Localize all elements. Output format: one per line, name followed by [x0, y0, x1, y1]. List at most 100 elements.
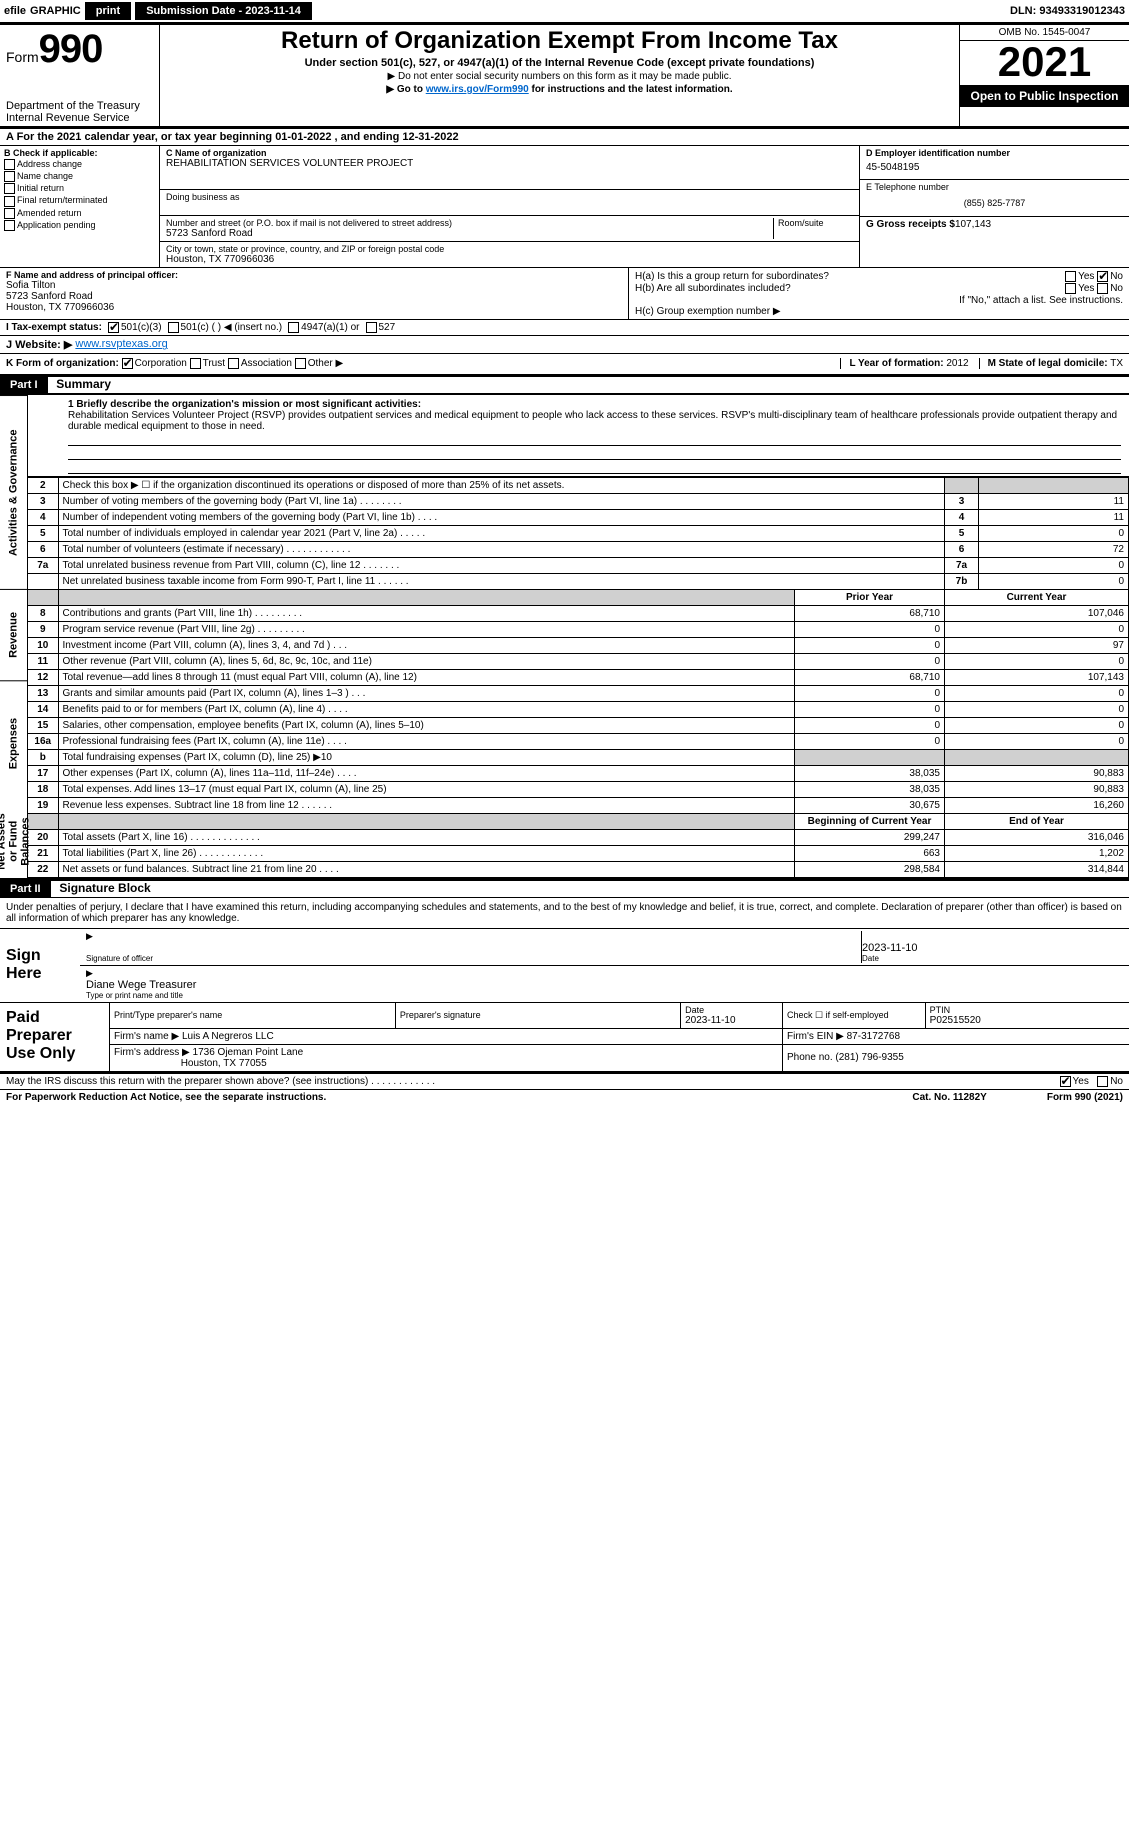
room-suite-label: Room/suite [773, 218, 853, 239]
ssn-note: ▶ Do not enter social security numbers o… [166, 71, 953, 82]
prep-date: 2023-11-10 [685, 1015, 778, 1026]
table-row: 19Revenue less expenses. Subtract line 1… [28, 797, 1129, 813]
table-row: 17Other expenses (Part IX, column (A), l… [28, 765, 1129, 781]
hb-label: H(b) Are all subordinates included? [635, 283, 791, 294]
table-row: 12Total revenue—add lines 8 through 11 (… [28, 669, 1129, 685]
col-b-header: B Check if applicable: [4, 148, 155, 158]
chk-527[interactable]: 527 [366, 322, 396, 333]
row-i: I Tax-exempt status: 501(c)(3) 501(c) ( … [0, 320, 1129, 336]
form-number: Form990 [6, 27, 153, 72]
table-row: Net unrelated business taxable income fr… [28, 573, 1129, 589]
table-row: 16aProfessional fundraising fees (Part I… [28, 733, 1129, 749]
website-link[interactable]: www.rsvptexas.org [75, 338, 167, 351]
irs-link[interactable]: www.irs.gov/Form990 [426, 84, 529, 95]
dba-label: Doing business as [166, 192, 853, 202]
chk-corp[interactable]: Corporation [122, 358, 187, 369]
firm-addr-label: Firm's address ▶ [114, 1047, 190, 1058]
tel-value: (855) 825-7787 [866, 192, 1123, 214]
header-left: Form990 Department of the Treasury Inter… [0, 25, 160, 126]
row-j: J Website: ▶ www.rsvptexas.org [0, 336, 1129, 354]
table-row: 5Total number of individuals employed in… [28, 525, 1129, 541]
summary-section: Activities & Governance Revenue Expenses… [0, 394, 1129, 881]
table-row: 20Total assets (Part X, line 16) . . . .… [28, 829, 1129, 845]
hdr-begin-year: Beginning of Current Year [795, 813, 945, 829]
submission-date-button[interactable]: Submission Date - 2023-11-14 [135, 2, 312, 20]
sig-date-label: Date [862, 954, 879, 963]
sig-officer-label: Signature of officer [86, 954, 153, 963]
prep-date-label: Date [685, 1005, 778, 1015]
table-row: 22Net assets or fund balances. Subtract … [28, 861, 1129, 877]
efile-graphic: GRAPHIC [30, 5, 81, 17]
ein-label: D Employer identification number [866, 148, 1123, 158]
officer-addr1: 5723 Sanford Road [6, 291, 622, 302]
table-row: 6Total number of volunteers (estimate if… [28, 541, 1129, 557]
line-a: A For the 2021 calendar year, or tax yea… [0, 129, 1129, 146]
chk-other[interactable]: Other ▶ [295, 358, 343, 369]
paid-preparer-label: PaidPreparerUse Only [0, 1003, 110, 1071]
sign-here-block: SignHere Signature of officer 2023-11-10… [0, 929, 1129, 1003]
chk-amended[interactable]: Amended return [4, 208, 155, 219]
chk-4947[interactable]: 4947(a)(1) or [288, 322, 359, 333]
chk-final-return[interactable]: Final return/terminated [4, 195, 155, 206]
ein-value: 45-5048195 [866, 158, 1123, 177]
chk-app-pending[interactable]: Application pending [4, 220, 155, 231]
firm-name-label: Firm's name ▶ [114, 1031, 179, 1042]
table-row: 13Grants and similar amounts paid (Part … [28, 685, 1129, 701]
addr-street: 5723 Sanford Road [166, 228, 773, 239]
org-name-label: C Name of organization [166, 148, 853, 158]
hdr-current-year: Current Year [945, 589, 1129, 605]
chk-501c[interactable]: 501(c) ( ) ◀ (insert no.) [168, 322, 283, 333]
firm-name: Luis A Negreros LLC [182, 1031, 274, 1042]
officer-label: F Name and address of principal officer: [6, 270, 622, 280]
part1-tag: Part I [0, 377, 48, 393]
part1-header: Part I Summary [0, 377, 1129, 394]
vtab-expenses: Expenses [0, 680, 27, 805]
print-button[interactable]: print [85, 2, 131, 20]
l1-label: 1 Briefly describe the organization's mi… [68, 399, 1121, 410]
officer-addr2: Houston, TX 770966036 [6, 302, 622, 313]
chk-name-change[interactable]: Name change [4, 171, 155, 182]
paid-preparer-block: PaidPreparerUse Only Print/Type preparer… [0, 1003, 1129, 1074]
table-row: 14Benefits paid to or for members (Part … [28, 701, 1129, 717]
discuss-answer: Yes No [1060, 1076, 1123, 1087]
l1-text: Rehabilitation Services Volunteer Projec… [68, 410, 1121, 432]
discuss-question: May the IRS discuss this return with the… [6, 1076, 435, 1087]
website-label: J Website: ▶ [6, 338, 72, 351]
form-footer: Form 990 (2021) [1047, 1092, 1123, 1103]
chk-trust[interactable]: Trust [190, 358, 225, 369]
row-k: K Form of organization: Corporation Trus… [0, 354, 1129, 376]
principal-officer: F Name and address of principal officer:… [0, 268, 629, 319]
block-bcd: B Check if applicable: Address change Na… [0, 146, 1129, 268]
gross-receipts: G Gross receipts $107,143 [860, 216, 1129, 232]
form-header: Form990 Department of the Treasury Inter… [0, 25, 1129, 129]
dept-treasury: Department of the Treasury [6, 100, 153, 112]
chk-address-change[interactable]: Address change [4, 159, 155, 170]
chk-assoc[interactable]: Association [228, 358, 292, 369]
goto-note: ▶ Go to www.irs.gov/Form990 for instruct… [166, 84, 953, 95]
sig-name-label: Type or print name and title [86, 991, 183, 1000]
signature-intro: Under penalties of perjury, I declare th… [0, 898, 1129, 929]
vtab-activities: Activities & Governance [0, 395, 27, 589]
org-name: REHABILITATION SERVICES VOLUNTEER PROJEC… [166, 158, 853, 169]
table-row: 7aTotal unrelated business revenue from … [28, 557, 1129, 573]
firm-phone: (281) 796-9355 [835, 1052, 903, 1063]
part2-header: Part II Signature Block [0, 881, 1129, 898]
table-row: 9Program service revenue (Part VIII, lin… [28, 621, 1129, 637]
cat-no: Cat. No. 11282Y [912, 1092, 986, 1103]
chk-501c3[interactable]: 501(c)(3) [108, 322, 162, 333]
hdr-prior-year: Prior Year [795, 589, 945, 605]
hc-label: H(c) Group exemption number ▶ [635, 306, 1123, 317]
h-block: H(a) Is this a group return for subordin… [629, 268, 1129, 319]
preparer-table: Print/Type preparer's name Preparer's si… [110, 1003, 1129, 1071]
open-to-public-badge: Open to Public Inspection [960, 85, 1129, 107]
vertical-tabs: Activities & Governance Revenue Expenses… [0, 395, 28, 878]
firm-ein-label: Firm's EIN ▶ [787, 1031, 844, 1042]
hdr-end-year: End of Year [945, 813, 1129, 829]
prep-ptin-label: PTIN [930, 1005, 1125, 1015]
firm-addr1: 1736 Ojeman Point Lane [193, 1047, 304, 1058]
header-mid: Return of Organization Exempt From Incom… [160, 25, 959, 126]
efile-prefix: efile [4, 5, 26, 17]
chk-initial-return[interactable]: Initial return [4, 183, 155, 194]
efile-topbar: efile GRAPHIC print Submission Date - 20… [0, 0, 1129, 22]
table-row: 3Number of voting members of the governi… [28, 493, 1129, 509]
